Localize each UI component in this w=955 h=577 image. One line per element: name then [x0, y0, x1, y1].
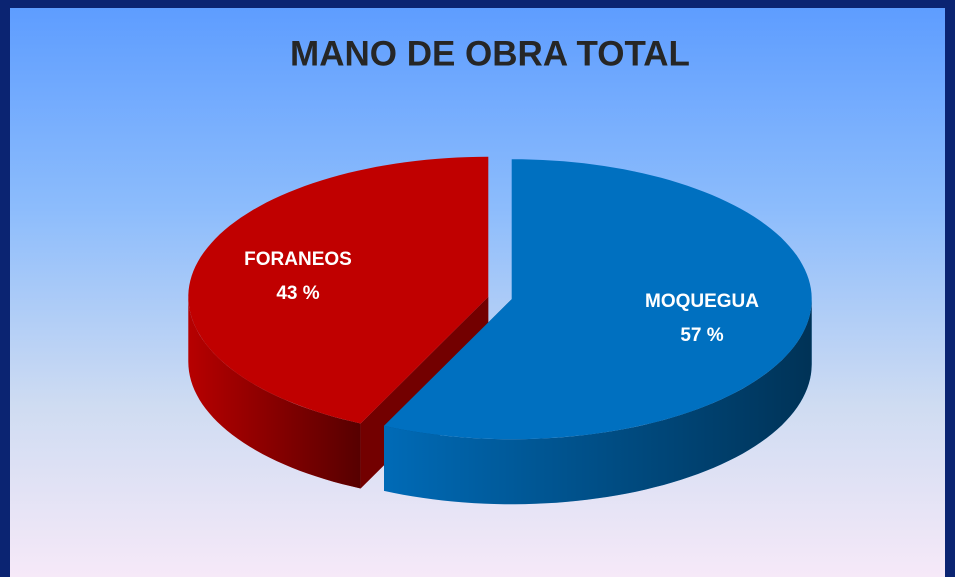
chart-title: MANO DE OBRA TOTAL	[290, 34, 690, 73]
slice-label-name: FORANEOS	[244, 249, 352, 270]
slice	[384, 159, 812, 505]
slice-label-value: 43 %	[276, 283, 319, 304]
slice-top	[188, 156, 489, 424]
slice-top	[384, 159, 812, 440]
slice-label-name: MOQUEGUA	[645, 291, 759, 312]
slice-label-value: 57 %	[680, 325, 723, 346]
slice-side-shade	[384, 299, 812, 505]
slice-side-shade	[188, 296, 361, 489]
